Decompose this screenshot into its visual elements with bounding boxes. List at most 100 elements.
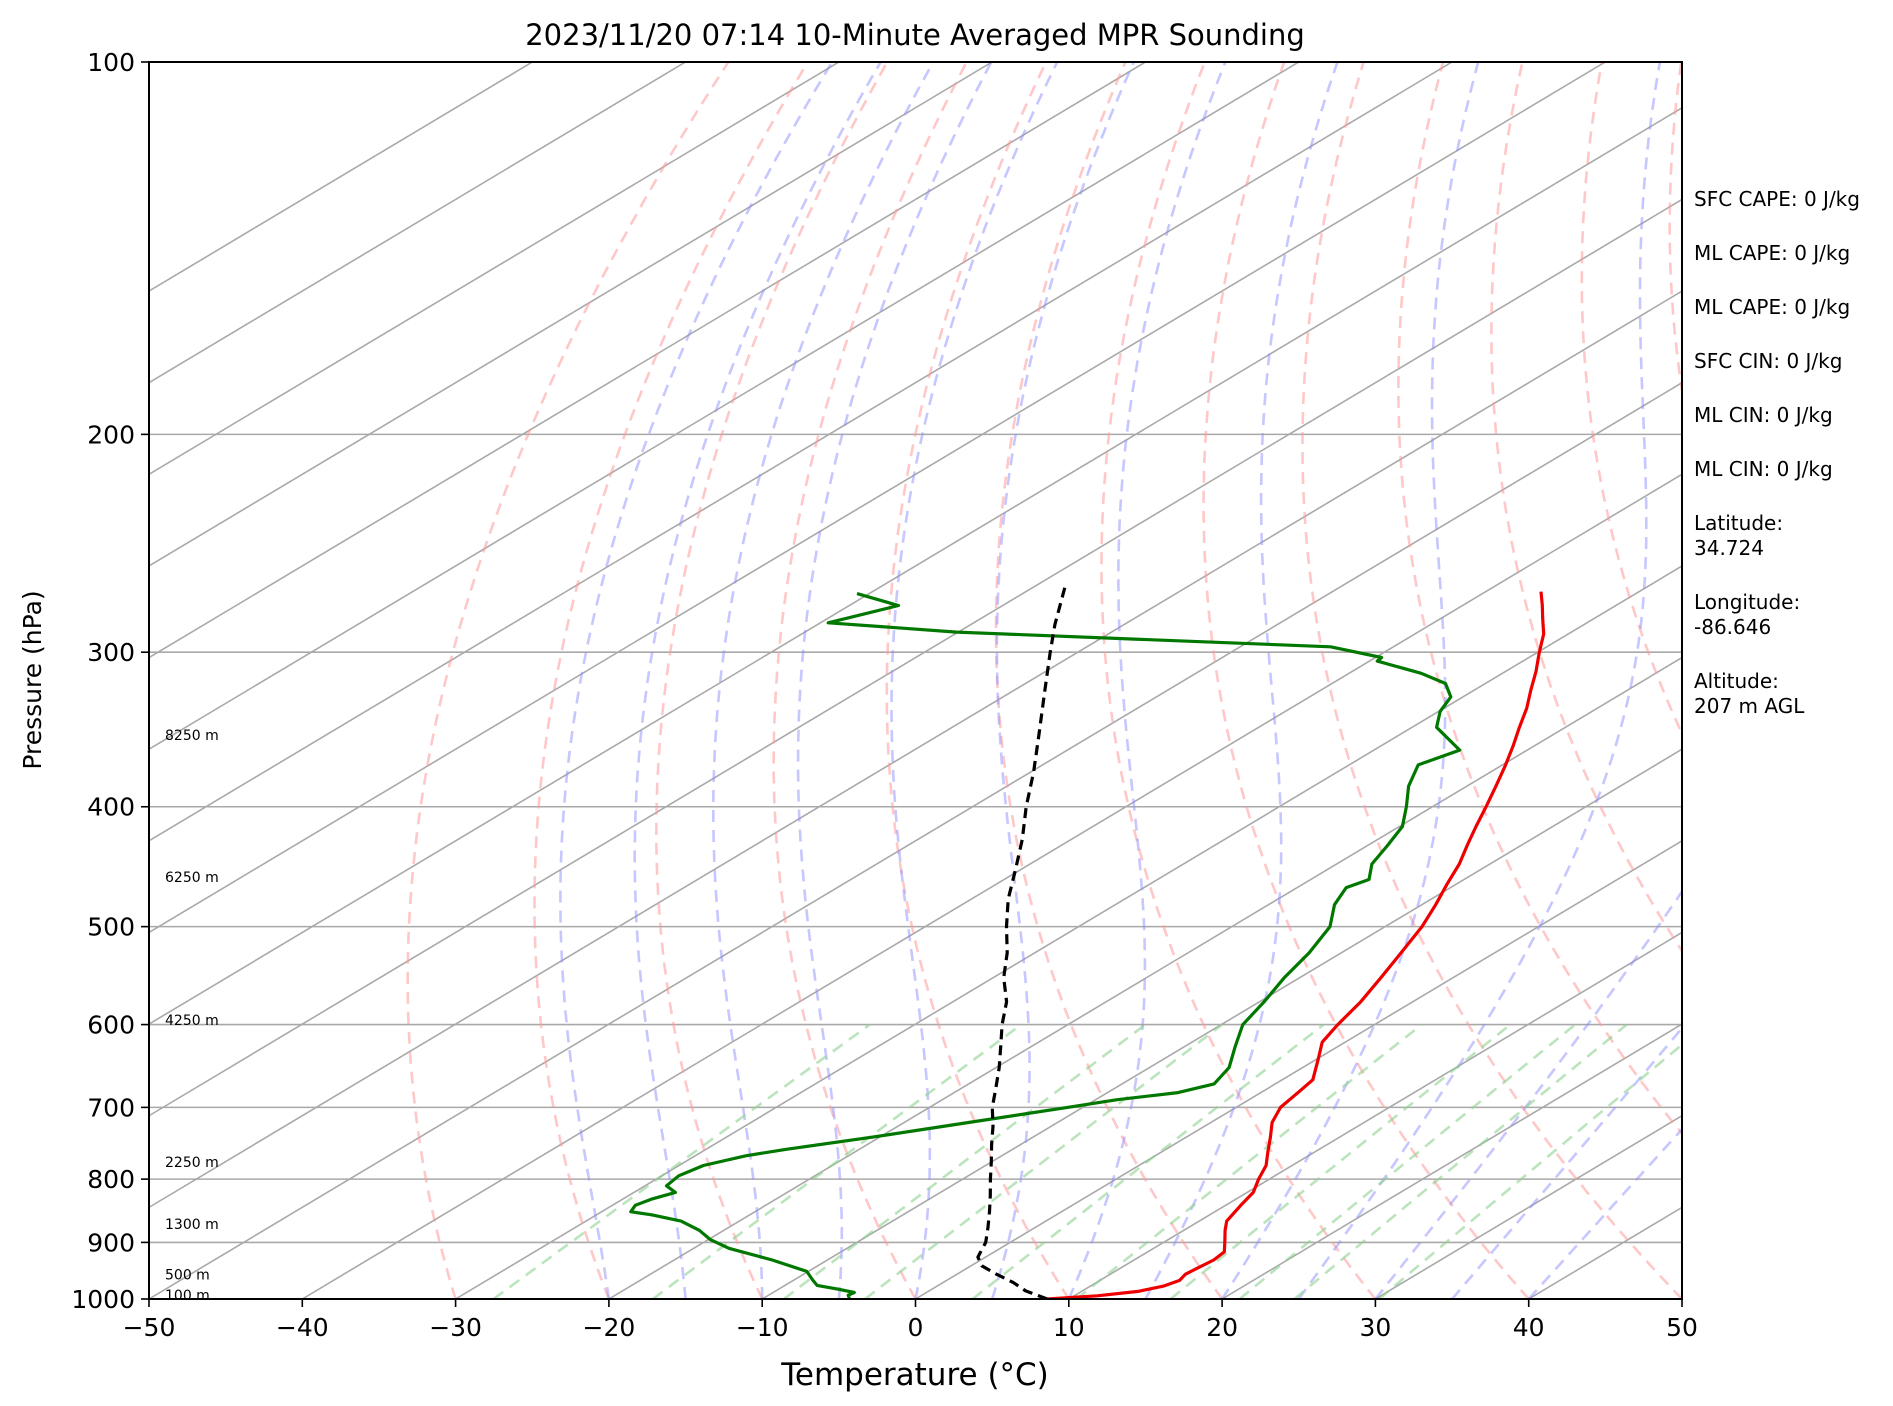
stat-sfc-cape: SFC CAPE: 0 J/kg bbox=[1694, 187, 1860, 211]
isotherm-line bbox=[149, 62, 533, 293]
dry-adiabat bbox=[406, 62, 730, 1299]
moist-adiabat bbox=[559, 62, 834, 1299]
isotherm-line bbox=[301, 473, 1682, 1299]
stat-ml-cape: ML CAPE: 0 J/kg bbox=[1694, 241, 1851, 265]
dry-adiabat bbox=[1580, 62, 1682, 737]
mixing-ratio-line bbox=[1378, 1043, 1682, 1299]
moist-adiabat bbox=[796, 62, 993, 1299]
stat-ml-cin: ML CIN: 0 J/kg bbox=[1694, 403, 1833, 427]
dry-adiabat bbox=[1202, 62, 1530, 1299]
x-tick-label: 40 bbox=[1513, 1313, 1545, 1342]
isotherm-line bbox=[149, 198, 1682, 1117]
dry-adiabat bbox=[885, 62, 1070, 1299]
moist-adiabat bbox=[1067, 62, 1227, 1299]
y-tick-label: 400 bbox=[87, 793, 135, 822]
stat-ml-cape-2: ML CAPE: 0 J/kg bbox=[1694, 295, 1851, 319]
y-tick-label: 600 bbox=[87, 1011, 135, 1040]
y-tick-label: 300 bbox=[87, 638, 135, 667]
isotherm-line bbox=[915, 839, 1682, 1299]
isotherm-line bbox=[149, 62, 1300, 751]
moist-adiabat bbox=[1220, 62, 1480, 1299]
height-label: 1300 m bbox=[165, 1217, 219, 1233]
y-tick-label: 200 bbox=[87, 420, 135, 449]
isotherm-line bbox=[149, 62, 840, 476]
mixing-ratio-line bbox=[1075, 1023, 1423, 1299]
x-tick-label: −20 bbox=[583, 1313, 636, 1342]
moist-adiabat bbox=[990, 62, 1135, 1299]
height-label: 6250 m bbox=[165, 870, 219, 886]
stat-sfc-cin: SFC CIN: 0 J/kg bbox=[1694, 349, 1843, 373]
height-label: 4250 m bbox=[165, 1013, 219, 1029]
dry-adiabat bbox=[772, 62, 968, 1299]
isotherm-line bbox=[149, 381, 1682, 1299]
height-label: 8250 m bbox=[165, 728, 219, 744]
isotherm-line bbox=[149, 62, 1606, 934]
moist-adiabat bbox=[1374, 889, 1682, 1299]
moist-adiabat bbox=[890, 62, 1059, 1299]
moist-adiabat bbox=[1297, 62, 1662, 1299]
x-tick-label: −10 bbox=[736, 1313, 789, 1342]
isotherm-line bbox=[608, 656, 1682, 1299]
isotherm-line bbox=[149, 62, 1453, 842]
moist-adiabat bbox=[712, 62, 935, 1299]
stat-latitude: Latitude: 34.724 bbox=[1694, 511, 1784, 560]
sounding-series-0 bbox=[1047, 591, 1546, 1299]
dry-adiabat bbox=[1301, 62, 1682, 1299]
moist-adiabat bbox=[633, 62, 882, 1299]
x-tick-label: 20 bbox=[1206, 1313, 1238, 1342]
mixing-ratio-line bbox=[1293, 1023, 1628, 1299]
sounding-statistics: SFC CAPE: 0 J/kg ML CAPE: 0 J/kg ML CAPE… bbox=[1694, 187, 1884, 748]
dry-adiabat bbox=[1100, 62, 1377, 1299]
y-tick-label: 800 bbox=[87, 1165, 135, 1194]
mixing-ratio-line bbox=[1238, 1023, 1577, 1299]
mixing-ratio-line bbox=[1169, 1023, 1512, 1299]
data-lines bbox=[629, 587, 1546, 1299]
y-axis-label: Pressure (hPa) bbox=[18, 590, 47, 769]
mixing-ratio-line bbox=[864, 1023, 1223, 1299]
moist-adiabat bbox=[1144, 62, 1339, 1299]
background-lines bbox=[149, 62, 1682, 1299]
sounding-series-2 bbox=[976, 587, 1067, 1299]
isotherm-line bbox=[1221, 1023, 1682, 1299]
x-tick-label: 10 bbox=[1053, 1313, 1085, 1342]
x-tick-label: 0 bbox=[908, 1313, 924, 1342]
x-tick-label: 30 bbox=[1359, 1313, 1391, 1342]
mixing-ratio-line bbox=[492, 1023, 871, 1299]
x-tick-label: −30 bbox=[429, 1313, 482, 1342]
isotherm-line bbox=[149, 62, 686, 384]
mixing-ratio-line bbox=[783, 1023, 1147, 1299]
stat-ml-cin-2: ML CIN: 0 J/kg bbox=[1694, 457, 1833, 481]
sounding-series-1 bbox=[629, 592, 1462, 1299]
x-tick-label: 50 bbox=[1666, 1313, 1698, 1342]
mixing-ratio-line bbox=[652, 1023, 1022, 1299]
isotherm-line bbox=[149, 62, 993, 567]
height-label: 500 m bbox=[165, 1267, 210, 1283]
isotherm-line bbox=[149, 62, 1146, 659]
isotherm-line bbox=[761, 748, 1682, 1299]
height-labels: 100 m 500 m 1300 m 2250 m 4250 m 6250 m 8250 m bbox=[165, 728, 219, 1304]
isotherm-line bbox=[149, 290, 1682, 1209]
mixing-ratio-line bbox=[971, 1023, 1325, 1299]
chart-title: 2023/11/20 07:14 10-Minute Averaged MPR … bbox=[525, 18, 1305, 52]
y-tick-label: 100 bbox=[87, 48, 135, 77]
dry-adiabat bbox=[654, 62, 889, 1299]
stat-longitude: Longitude: -86.646 bbox=[1694, 590, 1801, 639]
y-tick-label: 700 bbox=[87, 1093, 135, 1122]
x-tick-label: −50 bbox=[123, 1313, 176, 1342]
y-tick-label: 900 bbox=[87, 1228, 135, 1257]
isotherm-line bbox=[149, 106, 1682, 1026]
isotherm-line bbox=[455, 565, 1682, 1299]
x-tick-label: −40 bbox=[276, 1313, 329, 1342]
x-axis: −50 −40 −30 −20 −10 0 10 20 30 40 50 bbox=[123, 1299, 1698, 1342]
height-label: 2250 m bbox=[165, 1155, 219, 1171]
y-tick-label: 500 bbox=[87, 913, 135, 942]
dry-adiabat bbox=[994, 62, 1224, 1299]
isotherm-line bbox=[1068, 931, 1682, 1299]
y-axis: 1000 900 800 700 600 500 400 300 200 100 bbox=[71, 48, 149, 1314]
x-axis-label: Temperature (°C) bbox=[780, 1357, 1049, 1393]
dry-adiabat bbox=[533, 62, 809, 1299]
stat-altitude: Altitude: 207 m AGL bbox=[1694, 669, 1805, 718]
plot-frame bbox=[148, 61, 1683, 1300]
height-label: 100 m bbox=[165, 1288, 210, 1304]
